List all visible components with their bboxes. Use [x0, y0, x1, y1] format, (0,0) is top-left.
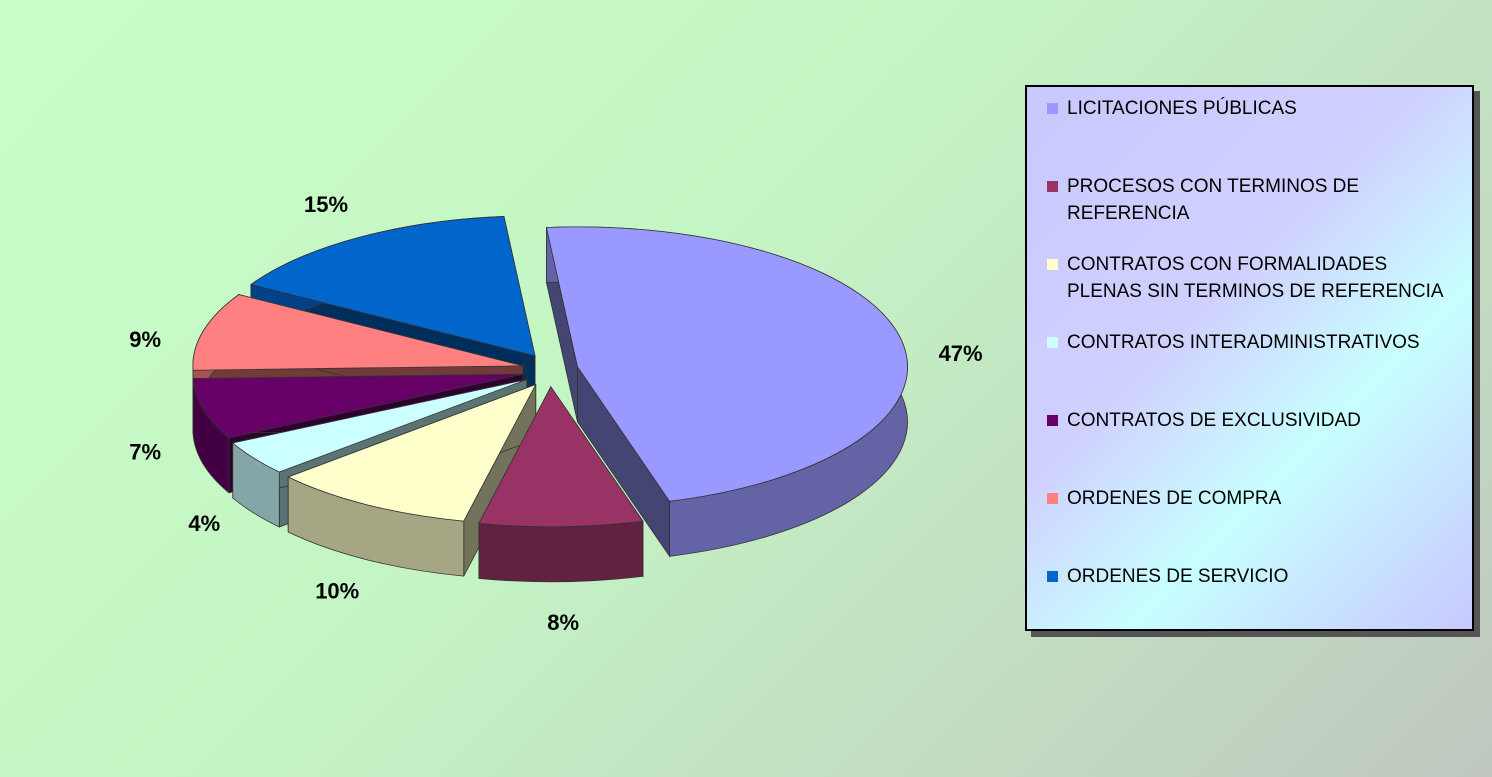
data-label: 10% [315, 579, 359, 604]
legend-swatch [1047, 493, 1058, 504]
data-label: 9% [129, 327, 161, 352]
data-label: 15% [304, 192, 348, 217]
slice-side [478, 520, 644, 583]
legend-swatch [1047, 181, 1058, 192]
slice-group [545, 226, 908, 558]
data-label: 47% [939, 341, 983, 366]
legend-label: ORDENES DE SERVICIO [1067, 566, 1289, 587]
data-label: 4% [188, 511, 220, 536]
legend-label: ORDENES DE COMPRA [1067, 488, 1282, 509]
legend-label: CONTRATOS CON FORMALIDADES PLENAS SIN TE… [1067, 254, 1444, 302]
data-label: 8% [547, 610, 579, 635]
legend-item: PROCESOS CON TERMINOS DE REFERENCIA [1047, 173, 1467, 227]
slice-group [478, 385, 644, 583]
legend-swatch [1047, 259, 1058, 270]
slice [192, 294, 523, 371]
slice [231, 379, 527, 473]
legend-item: CONTRATOS INTERADMINISTRATIVOS [1047, 329, 1467, 356]
slice [545, 226, 908, 502]
slice [478, 386, 644, 528]
legend-label: CONTRATOS INTERADMINISTRATIVOS [1067, 332, 1420, 353]
legend-item: ORDENES DE COMPRA [1047, 485, 1467, 512]
legend-label: CONTRATOS DE EXCLUSIVIDAD [1067, 410, 1361, 431]
legend-label: LICITACIONES PÚBLICAS [1067, 98, 1297, 119]
legend-swatch [1047, 571, 1058, 582]
data-label: 7% [129, 440, 161, 465]
legend-item: CONTRATOS CON FORMALIDADES PLENAS SIN TE… [1047, 251, 1467, 305]
legend-item: ORDENES DE SERVICIO [1047, 563, 1467, 590]
pie-area: 47% 8% 10% 4% 7% 9% 15% [129, 192, 983, 635]
legend-item: CONTRATOS DE EXCLUSIVIDAD [1047, 407, 1467, 434]
slice [287, 383, 537, 522]
legend: LICITACIONES PÚBLICAS PROCESOS CON TERMIN… [1025, 85, 1474, 631]
legend-swatch [1047, 337, 1058, 348]
slice [250, 216, 536, 357]
legend-label: PROCESOS CON TERMINOS DE REFERENCIA [1067, 176, 1360, 224]
legend-swatch [1047, 103, 1058, 114]
slice [192, 373, 523, 439]
legend-swatch [1047, 415, 1058, 426]
legend-item: LICITACIONES PÚBLICAS [1047, 95, 1467, 122]
